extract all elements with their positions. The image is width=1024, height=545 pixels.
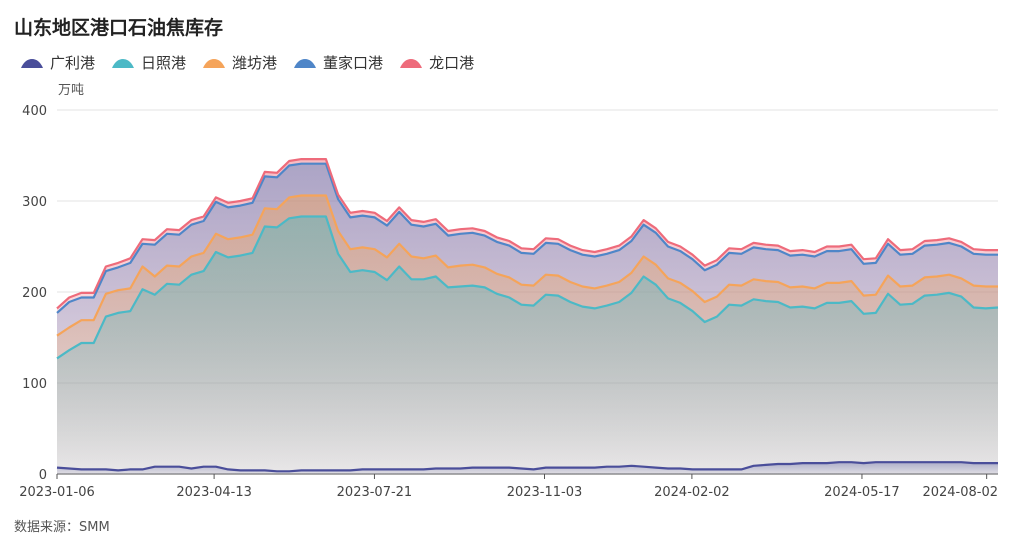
x-tick-label: 2024-02-02	[654, 485, 730, 500]
area-series-1	[57, 216, 998, 474]
x-tick-label: 2023-04-13	[176, 485, 252, 500]
legend-item-3[interactable]: 董家口港	[293, 52, 383, 73]
line-series-2	[56, 194, 998, 337]
data-source: 数据来源：SMM	[14, 520, 110, 535]
x-tick-label: 2024-05-17	[824, 485, 900, 500]
line-series-1	[56, 215, 999, 360]
y-axis-unit: 万吨	[58, 83, 85, 98]
legend-item-4[interactable]: 龙口港	[399, 52, 474, 73]
y-tick-label: 300	[22, 195, 47, 210]
y-tick-label: 0	[39, 468, 47, 483]
chart-title: 山东地区港口石油焦库存	[14, 17, 224, 39]
legend: 广利港 日照港 潍坊港 董家口港 龙口港	[20, 52, 474, 73]
legend-label-1: 日照港	[141, 54, 187, 72]
legend-label-2: 潍坊港	[232, 54, 278, 72]
line-series-4	[56, 158, 998, 310]
x-tick-label: 2023-01-06	[19, 485, 95, 500]
x-tick-label: 2024-08-02	[922, 485, 998, 500]
y-tick-label: 100	[22, 377, 47, 392]
legend-label-3: 董家口港	[323, 54, 384, 72]
legend-swatch-1	[112, 58, 135, 68]
legend-item-2[interactable]: 潍坊港	[202, 52, 277, 73]
legend-item-0[interactable]: 广利港	[20, 52, 95, 73]
legend-label-0: 广利港	[50, 54, 96, 72]
line-series-3	[56, 162, 998, 314]
legend-swatch-3	[294, 58, 317, 68]
x-tick-label: 2023-07-21	[337, 485, 413, 500]
y-tick-label: 200	[22, 286, 47, 301]
legend-swatch-4	[400, 58, 423, 68]
legend-swatch-2	[203, 58, 226, 68]
legend-label-4: 龙口港	[429, 54, 475, 72]
legend-swatch-0	[21, 58, 43, 68]
legend-item-1[interactable]: 日照港	[111, 52, 186, 73]
line-series-0	[56, 461, 998, 473]
y-tick-label: 400	[22, 104, 47, 119]
x-tick-label: 2023-11-03	[507, 485, 583, 500]
